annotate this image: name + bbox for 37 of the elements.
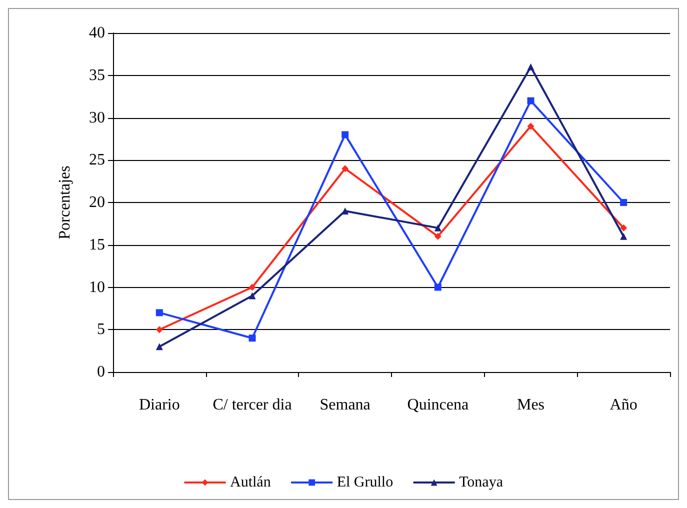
y-tick-label: 15 — [89, 236, 105, 254]
point — [527, 97, 534, 104]
x-tick-label: Diario — [138, 396, 180, 414]
x-tick-label: Semana — [320, 396, 370, 414]
point — [342, 131, 349, 138]
y-tick-label: 30 — [89, 109, 105, 126]
x-tick-label: C/ tercer dia — [212, 396, 292, 414]
point — [248, 334, 256, 342]
y-tick-label: 25 — [89, 152, 105, 169]
point — [434, 284, 442, 291]
x-tick-label: Mes — [516, 396, 545, 414]
x-tick-label: Quincena — [407, 396, 469, 414]
y-tick-label: 20 — [89, 194, 105, 211]
point — [620, 232, 628, 240]
legend-label: Tonaya — [459, 474, 504, 490]
point — [434, 232, 442, 240]
point — [527, 63, 534, 70]
legend-label: El Grullo — [336, 474, 394, 490]
point — [620, 224, 628, 232]
y-tick-label: 35 — [89, 66, 105, 84]
point — [156, 309, 163, 316]
point — [156, 343, 163, 350]
point — [248, 284, 256, 291]
y-tick-label: 10 — [89, 278, 105, 296]
y-axis-title: Porcentajes — [56, 166, 74, 240]
y-tick-label: 40 — [89, 24, 105, 42]
x-tick-label: Año — [610, 396, 638, 414]
point — [248, 292, 256, 300]
point — [434, 224, 442, 232]
point — [620, 199, 628, 206]
point — [156, 326, 163, 334]
legend-label: Autlán — [230, 474, 272, 490]
point — [342, 207, 349, 214]
y-tick-label: 0 — [97, 364, 105, 380]
point — [527, 122, 534, 130]
point — [342, 165, 349, 172]
y-tick-label: 5 — [97, 321, 105, 338]
